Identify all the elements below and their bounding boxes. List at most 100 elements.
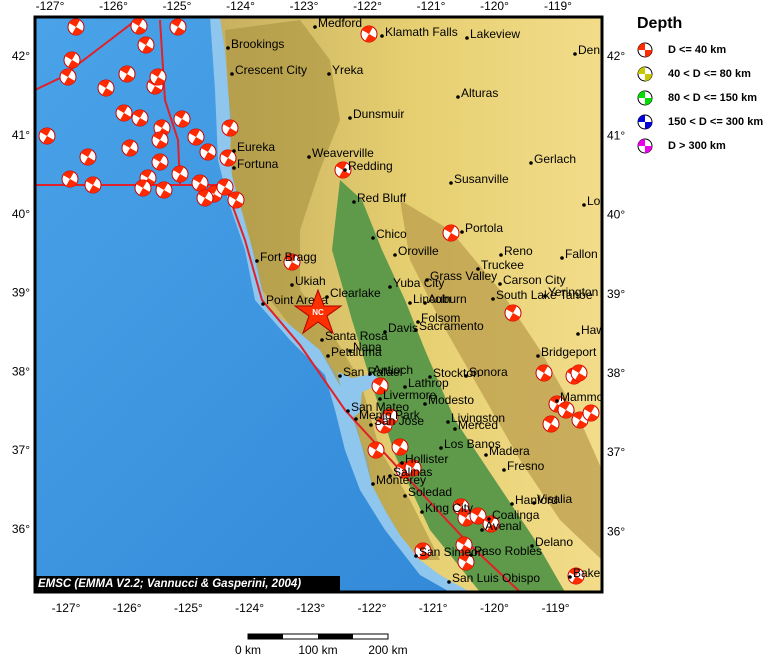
city-dot: [420, 510, 424, 514]
city-dot: [446, 420, 450, 424]
event-ball: [334, 161, 352, 179]
event-ball: [97, 79, 115, 97]
city-dot: [338, 374, 342, 378]
scale-label: 100 km: [298, 643, 337, 656]
ball-wedge: [153, 131, 167, 149]
ball-wedge: [373, 377, 387, 395]
city: Livingston: [446, 411, 505, 425]
city-label: Santa Rosa: [325, 329, 388, 343]
city: Bridgeport: [536, 345, 597, 359]
city: Davis: [383, 321, 418, 335]
city-dot: [456, 95, 460, 99]
city: Bakersfield: [568, 566, 602, 580]
city-dot: [453, 427, 457, 431]
event-ball: [367, 441, 385, 459]
city-dot: [348, 116, 352, 120]
city-dot: [484, 453, 488, 457]
city-dot: [480, 528, 484, 532]
city-label: Merced: [458, 418, 498, 432]
city-label: Stockton: [433, 366, 480, 380]
ball-wedge: [457, 536, 471, 554]
city: San Luis Obispo: [447, 571, 540, 585]
city: Yerington: [543, 285, 598, 299]
city: Avenal: [480, 519, 521, 533]
city: Soledad: [403, 485, 452, 499]
ball-wedge: [459, 509, 473, 527]
ball-wedge: [218, 178, 232, 196]
ball-wedge: [229, 191, 243, 209]
city: Lathrop: [403, 376, 449, 390]
city-dot: [449, 181, 453, 185]
lat-label: 41°: [12, 128, 30, 142]
lon-label: -124°: [235, 601, 264, 615]
lon-label: -122°: [353, 0, 382, 13]
city: Monterey: [371, 473, 426, 487]
ball-wedge: [572, 364, 586, 382]
ball-wedge: [81, 148, 95, 166]
city-label: Soledad: [408, 485, 452, 499]
ball-wedge: [136, 179, 150, 197]
ball-wedge: [117, 104, 131, 122]
legend-item: 150 < D <= 300 km: [637, 114, 763, 130]
city: Fresno: [502, 459, 545, 473]
city: Oroville: [393, 244, 439, 258]
city-label: Sacramento: [419, 319, 484, 333]
city: Chico: [371, 227, 407, 241]
event-ball: [442, 224, 460, 242]
ball-wedge: [193, 174, 207, 192]
city-dot: [226, 46, 230, 50]
ball-wedge: [69, 18, 83, 36]
event-ball: [191, 174, 209, 192]
ridge: [159, 19, 181, 186]
city-dot: [532, 501, 536, 505]
city-label: Oroville: [398, 244, 439, 258]
city: Yuba City: [388, 276, 444, 290]
epicenter-star: [293, 288, 343, 335]
city: San Mateo: [346, 400, 409, 414]
city-label: San Simeon: [419, 545, 484, 559]
ball-wedge: [189, 128, 203, 146]
lon-label: -125°: [163, 0, 192, 13]
city: Medford: [313, 17, 362, 30]
city-dot: [368, 372, 372, 376]
lon-label: -127°: [52, 601, 81, 615]
legend-wedge: [638, 91, 652, 105]
city: Napa: [348, 340, 382, 354]
event-ball: [173, 110, 191, 128]
city: Modesto: [423, 393, 474, 407]
city: Brookings: [226, 37, 284, 51]
lon-label: -126°: [99, 0, 128, 13]
event-ball: [570, 364, 588, 382]
lat-label: 42°: [12, 49, 30, 63]
city: Mammoth: [555, 390, 602, 404]
city-dot: [536, 354, 540, 358]
city-dot: [371, 482, 375, 486]
ball-wedge: [416, 542, 430, 560]
lon-label: -126°: [113, 601, 142, 615]
city-dot: [354, 417, 358, 421]
city: Lakeview: [465, 27, 520, 41]
city: Lincoln: [408, 292, 451, 306]
event-ball: [130, 17, 148, 35]
city-dot: [414, 328, 418, 332]
event-ball: [169, 18, 187, 36]
city-label: Hanford: [515, 493, 558, 507]
event-ball: [227, 191, 245, 209]
city-dot: [326, 354, 330, 358]
ball-wedge: [141, 169, 155, 187]
city: Visalia: [532, 492, 572, 506]
city-label: Chico: [376, 227, 407, 241]
city: Sonora: [464, 365, 508, 379]
ball-wedge: [459, 553, 473, 571]
city-label: Denio: [578, 43, 610, 57]
city-label: Los Banos: [444, 437, 501, 451]
lat-label: 37°: [607, 445, 625, 459]
lon-label: -120°: [480, 601, 509, 615]
city: Paso Robles: [469, 544, 542, 558]
city: Clearlake: [325, 286, 381, 300]
city-dot: [290, 283, 294, 287]
credit-box: [35, 576, 340, 592]
legend-label: D > 300 km: [668, 140, 726, 152]
ball-wedge: [369, 441, 383, 459]
ball-wedge: [221, 149, 235, 167]
